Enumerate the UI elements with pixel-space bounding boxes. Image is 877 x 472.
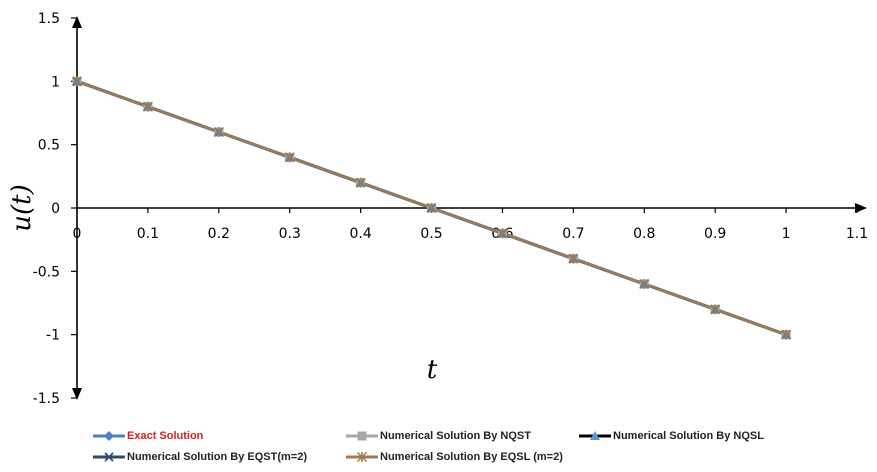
x-tick-label: 0.1: [137, 226, 159, 242]
x-tick-label: 0.2: [208, 226, 230, 242]
series-markers: [71, 76, 792, 340]
x-tick-label: 1.1: [846, 226, 868, 242]
data-point-5-6: [497, 228, 508, 239]
data-point-5-0: [71, 76, 83, 87]
y-tick-label: 1: [51, 74, 60, 90]
legend-label-4: Numerical Solution By EQST(m=2): [127, 451, 308, 463]
legend-swatch-1: [93, 431, 125, 441]
y-tick-label: 0.5: [38, 138, 60, 154]
y-axis-arrow-top: [72, 16, 82, 28]
y-tick-label: -1.5: [33, 391, 60, 407]
data-point-5-4: [355, 177, 366, 188]
x-tick-label: 0: [73, 226, 82, 242]
y-tick-label: 0: [51, 201, 60, 217]
x-axis-label: t: [427, 355, 438, 385]
legend-label-2: Numerical Solution By NQST: [380, 430, 531, 442]
legend-marker-1: [104, 431, 114, 441]
legend-item-3: Numerical Solution By NQSL: [578, 426, 764, 446]
x-axis-arrow: [855, 203, 867, 213]
x-tick-label: 0.5: [420, 226, 442, 242]
x-tick-label: 0.7: [562, 226, 584, 242]
axes: [72, 16, 867, 400]
y-tick-label: 1.5: [38, 11, 60, 27]
x-tick-label: 0.9: [704, 226, 726, 242]
legend-swatch-4: [93, 452, 125, 462]
data-point-5-2: [213, 126, 224, 138]
data-point-5-7: [568, 253, 579, 264]
legend-swatch-3: [579, 431, 611, 440]
legend-item-2: Numerical Solution By NQST: [345, 426, 531, 446]
legend-marker-4: [104, 452, 114, 462]
series-markers-5: [71, 76, 792, 340]
legend-item-1: Exact Solution: [92, 426, 203, 446]
legend-label-1: Exact Solution: [127, 430, 204, 442]
x-tick-label: 1: [782, 226, 791, 242]
y-tick-label: -1: [46, 328, 60, 344]
legend-marker-2: [357, 431, 367, 441]
legend-swatch-2: [346, 431, 378, 441]
legend-marker-5: [356, 451, 368, 463]
legend: Exact Solution Numerical Solution By NQST…: [92, 426, 872, 470]
legend-label-5: Numerical Solution By EQSL (m=2): [380, 451, 563, 463]
data-point-5-8: [639, 278, 650, 290]
y-tick-labels: 1.5 1 0.5 0 -0.5 -1 -1.5: [33, 11, 77, 407]
y-axis-arrow-bottom: [72, 388, 82, 400]
legend-swatch-5: [346, 451, 378, 463]
x-tick-label: 0.4: [350, 226, 372, 242]
legend-marker-3: [590, 431, 600, 440]
x-tick-labels: 00.10.20.30.40.50.60.70.80.911.1: [73, 208, 868, 242]
y-tick-label: -0.5: [33, 264, 60, 280]
data-point-5-9: [710, 304, 721, 315]
x-tick-label: 0.8: [633, 226, 655, 242]
data-point-5-1: [142, 101, 153, 112]
legend-label-3: Numerical Solution By NQSL: [613, 430, 764, 442]
x-tick-label: 0.3: [279, 226, 301, 242]
data-point-5-10: [781, 329, 792, 340]
legend-item-5: Numerical Solution By EQSL (m=2): [345, 447, 563, 467]
data-point-5-3: [284, 152, 295, 163]
legend-item-4: Numerical Solution By EQST(m=2): [92, 447, 307, 467]
y-axis-label: u(t): [7, 184, 37, 231]
data-point-5-5: [426, 202, 437, 214]
